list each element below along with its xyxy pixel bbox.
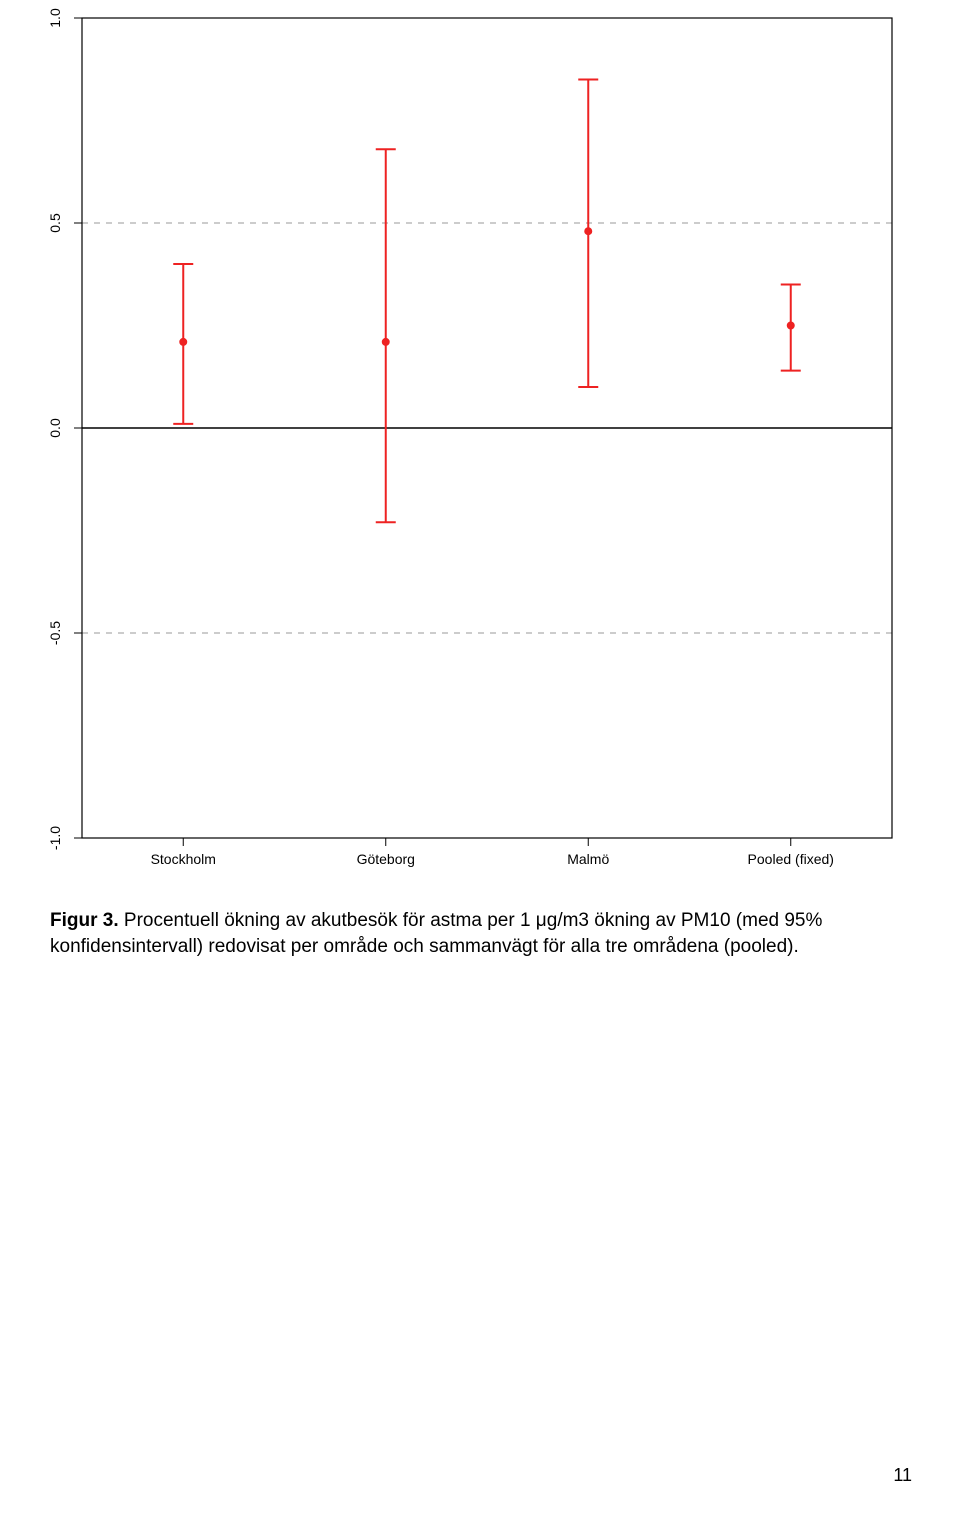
point-estimate — [585, 228, 592, 235]
figure-caption: Figur 3. Procentuell ökning av akutbesök… — [50, 908, 910, 959]
y-tick-label: -0.5 — [47, 621, 63, 645]
point-estimate — [382, 338, 389, 345]
point-estimate — [180, 338, 187, 345]
forest-plot: -1.0 -0.5 0.0 0.5 1.0 Stockholm Göteborg Malmö P… — [12, 8, 912, 888]
page-number: 11 — [893, 1465, 912, 1486]
figure-caption-text: Procentuell ökning av akutbesök för astm… — [50, 910, 822, 957]
series-g-teborg — [376, 149, 396, 522]
series-stockholm — [173, 264, 193, 424]
y-tick-label: 0.5 — [47, 213, 63, 233]
figure-label: Figur 3. — [50, 910, 119, 931]
series-malm- — [578, 80, 598, 388]
category-label: Stockholm — [151, 851, 216, 867]
y-tick-label: 0.0 — [47, 418, 63, 438]
point-estimate — [787, 322, 794, 329]
page: -1.0 -0.5 0.0 0.5 1.0 Stockholm Göteborg Malmö P… — [0, 0, 960, 1522]
chart-container: -1.0 -0.5 0.0 0.5 1.0 Stockholm Göteborg Malmö P… — [12, 8, 912, 893]
category-label: Pooled (fixed) — [748, 851, 834, 867]
category-label: Göteborg — [357, 851, 415, 867]
y-tick-label: 1.0 — [47, 8, 63, 28]
category-label: Malmö — [567, 851, 609, 867]
y-tick-label: -1.0 — [47, 826, 63, 850]
series-pooled-fixed- — [781, 285, 801, 371]
